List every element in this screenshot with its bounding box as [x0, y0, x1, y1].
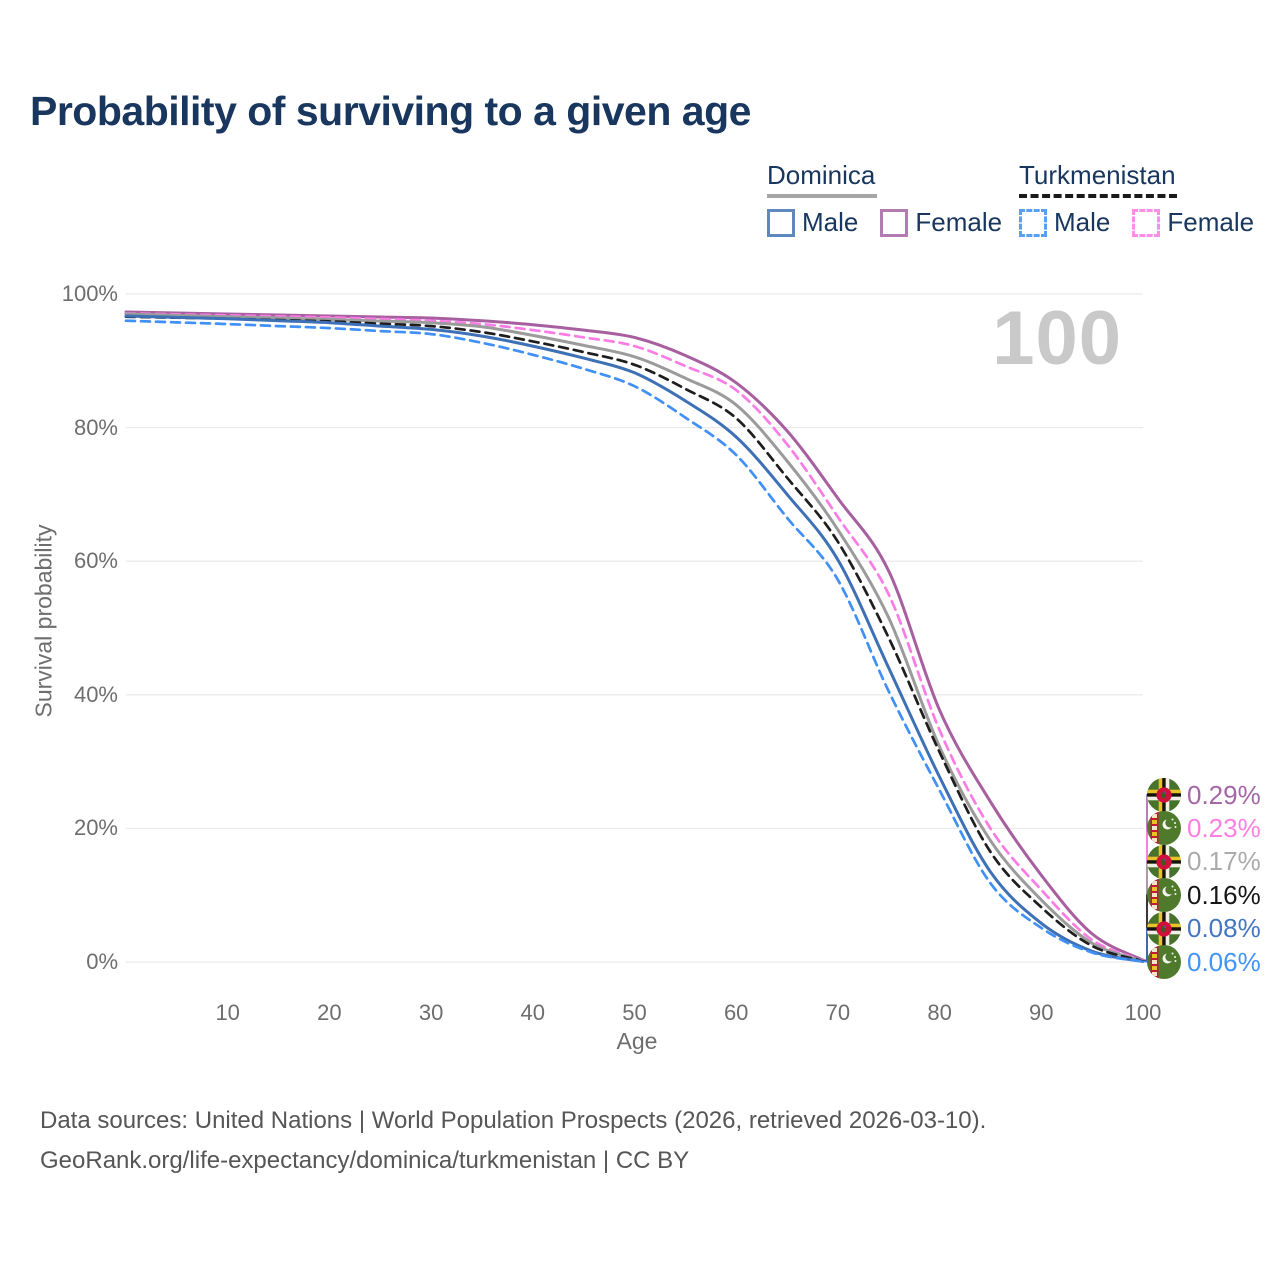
page-title: Probability of surviving to a given age	[30, 88, 751, 134]
x-tick-20: 20	[317, 1000, 342, 1025]
end-value-label: 0.23%	[1187, 812, 1261, 843]
end-value-label: 0.06%	[1187, 946, 1261, 977]
legend-country-label-turkmenistan: Turkmenistan	[1019, 160, 1176, 190]
end-label-dominica-male: 0.08%	[1147, 911, 1261, 946]
turkmenistan-female-swatch-icon	[1132, 208, 1161, 237]
legend-item-turkmenistan-male: Male	[1019, 207, 1110, 238]
x-tick-90: 90	[1029, 1000, 1054, 1025]
y-tick-100: 100%	[61, 281, 118, 306]
y-tick-0: 0%	[86, 949, 118, 974]
turkmenistan-flag-icon	[1147, 811, 1181, 846]
legend-label-dominica-female: Female	[915, 207, 1003, 237]
legend-item-dominica-male: Male	[767, 207, 858, 238]
dominica-flag-icon	[1147, 844, 1181, 879]
legend-label-turkmenistan-female: Female	[1167, 207, 1255, 237]
end-label-turkmenistan: 0.16%	[1147, 878, 1261, 913]
dominica-flag-icon	[1147, 911, 1181, 946]
curve-turkmenistan-female	[124, 312, 1145, 962]
legend-item-turkmenistan-female: Female	[1132, 207, 1254, 238]
legend-item-dominica-female: Female	[880, 207, 1002, 238]
legend-label-turkmenistan-male: Male	[1054, 207, 1111, 237]
end-value-label: 0.17%	[1187, 846, 1261, 877]
dominica-male-swatch-icon	[767, 208, 795, 237]
footer-attribution: GeoRank.org/life-expectancy/dominica/tur…	[40, 1147, 690, 1174]
legend-country-label-dominica: Dominica	[767, 160, 876, 190]
y-tick-20: 20%	[73, 815, 118, 841]
end-label-turkmenistan-male: 0.06%	[1147, 945, 1261, 979]
end-label-turkmenistan-female: 0.23%	[1147, 811, 1261, 846]
dominica-female-swatch-icon	[880, 208, 909, 237]
x-tick-50: 50	[622, 1000, 647, 1025]
footer-sources: Data sources: United Nations | World Pop…	[40, 1107, 987, 1134]
y-tick-60: 60%	[73, 548, 118, 574]
end-value-label: 0.16%	[1187, 879, 1261, 910]
x-tick-70: 70	[825, 1000, 851, 1025]
dominica-line-sample	[767, 194, 877, 198]
legend-group-dominica: Dominica Male Female	[767, 160, 1002, 238]
x-tick-30: 30	[418, 1000, 444, 1025]
x-tick-60: 60	[723, 1000, 749, 1025]
turkmenistan-flag-icon	[1147, 945, 1181, 979]
x-tick-80: 80	[927, 1000, 952, 1025]
dominica-flag-icon	[1147, 778, 1181, 812]
end-value-label: 0.08%	[1187, 913, 1261, 944]
x-tick-10: 10	[215, 1000, 240, 1025]
turkmenistan-flag-icon	[1147, 878, 1181, 913]
curve-turkmenistan-male	[124, 319, 1145, 963]
curve-dominica-female	[124, 310, 1145, 962]
turkmenistan-male-swatch-icon	[1019, 208, 1047, 237]
turkmenistan-line-sample	[1019, 194, 1177, 198]
x-axis-title: Age	[616, 1028, 658, 1054]
end-label-dominica: 0.17%	[1147, 844, 1261, 879]
x-tick-40: 40	[520, 1000, 546, 1025]
legend-group-turkmenistan: Turkmenistan Male Female	[1019, 160, 1254, 238]
y-tick-40: 40%	[73, 681, 118, 707]
y-tick-80: 80%	[73, 414, 118, 440]
curve-dominica	[124, 312, 1145, 963]
age-watermark: 100	[992, 296, 1122, 381]
end-value-label: 0.29%	[1187, 779, 1261, 810]
end-label-dominica-female: 0.29%	[1147, 778, 1261, 812]
curve-turkmenistan	[124, 315, 1145, 963]
x-tick-100: 100	[1124, 1000, 1162, 1025]
curve-dominica-male	[124, 314, 1145, 963]
legend-label-dominica-male: Male	[802, 207, 859, 237]
